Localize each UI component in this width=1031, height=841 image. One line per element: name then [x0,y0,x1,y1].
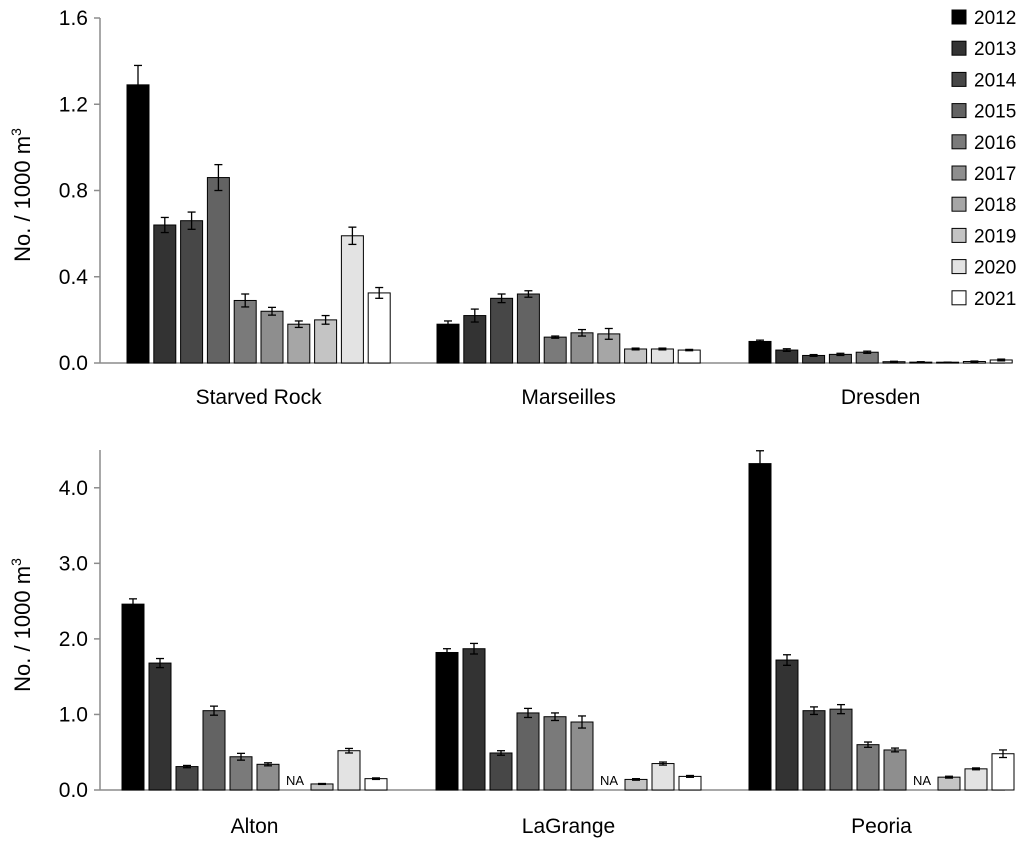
y-tick-label: 1.2 [59,93,88,116]
legend-swatch [951,9,967,25]
y-tick-label: 4.0 [59,477,88,500]
bar [175,766,199,791]
bar [490,297,514,364]
bar [206,177,230,364]
legend-swatch [951,134,967,150]
y-tick-label: 1.6 [59,7,88,30]
bar [229,756,253,791]
bar [991,753,1015,791]
bar [340,235,364,364]
y-axis-label-superscript: 3 [8,558,24,566]
bar [678,775,702,791]
bar [256,763,280,791]
na-label: NA [600,773,618,788]
bar [287,323,311,364]
bar [489,752,513,791]
legend-label: 2014 [974,70,1017,91]
na-label: NA [286,773,304,788]
category-label: Dresden [841,386,920,409]
bar [624,778,648,791]
legend-label: 2020 [974,258,1016,279]
y-axis-label-superscript: 3 [8,128,24,136]
category-label: Alton [231,815,279,838]
legend-label: 2016 [974,133,1016,154]
bar [153,224,177,364]
bar [775,659,799,791]
bar [650,348,674,364]
bar [260,310,284,364]
bar [462,648,486,791]
bar [314,319,338,364]
bar [570,721,594,791]
bar [516,712,540,791]
legend-label: 2018 [974,195,1016,216]
bar [436,323,460,364]
bar [964,768,988,791]
y-tick-label: 0.0 [59,352,88,375]
y-axis-label: No. / 1000 m3 [8,128,35,262]
legend-label: 2017 [974,164,1016,185]
bar [883,749,907,791]
bar [126,84,150,364]
bar [651,763,675,791]
bar [364,778,388,791]
bar [624,348,648,364]
bar [543,336,567,364]
bar [148,662,172,791]
y-tick-label: 0.0 [59,779,88,802]
bar [802,710,826,791]
bar [121,603,145,791]
legend-label: 2012 [974,8,1016,29]
bar [180,220,204,364]
bar [233,299,257,364]
y-axis-label-text: No. / 1000 m [10,566,35,692]
legend-label: 2019 [974,226,1016,247]
bar [367,292,391,364]
bar [677,349,701,364]
category-label: LaGrange [522,815,615,838]
legend-label: 2013 [974,39,1016,60]
legend-swatch [951,165,967,181]
legend-swatch [951,103,967,119]
bar [748,340,772,364]
legend-swatch [951,71,967,87]
bar [856,744,880,791]
bar [829,708,853,791]
category-label: Peoria [851,815,912,838]
bar [337,750,361,791]
category-label: Marseilles [521,386,616,409]
legend-label: 2021 [974,289,1016,310]
y-tick-label: 1.0 [59,703,88,726]
bar [937,776,961,791]
legend-swatch [951,290,967,306]
y-tick-label: 3.0 [59,552,88,575]
bar [435,651,459,791]
bar [516,293,540,364]
y-axis-label: No. / 1000 m3 [8,558,35,692]
bar [543,716,567,791]
legend-swatch [951,259,967,275]
bar [202,710,226,791]
bar [748,463,772,791]
y-axis-label-text: No. / 1000 m [10,136,35,262]
na-label: NA [913,773,931,788]
y-tick-label: 2.0 [59,628,88,651]
legend-swatch [951,227,967,243]
y-tick-label: 0.4 [59,266,89,289]
legend-label: 2015 [974,102,1016,123]
legend-swatch [951,40,967,56]
bar [570,332,594,364]
category-label: Starved Rock [196,386,323,409]
y-tick-label: 0.8 [59,180,88,203]
legend-swatch [951,196,967,212]
